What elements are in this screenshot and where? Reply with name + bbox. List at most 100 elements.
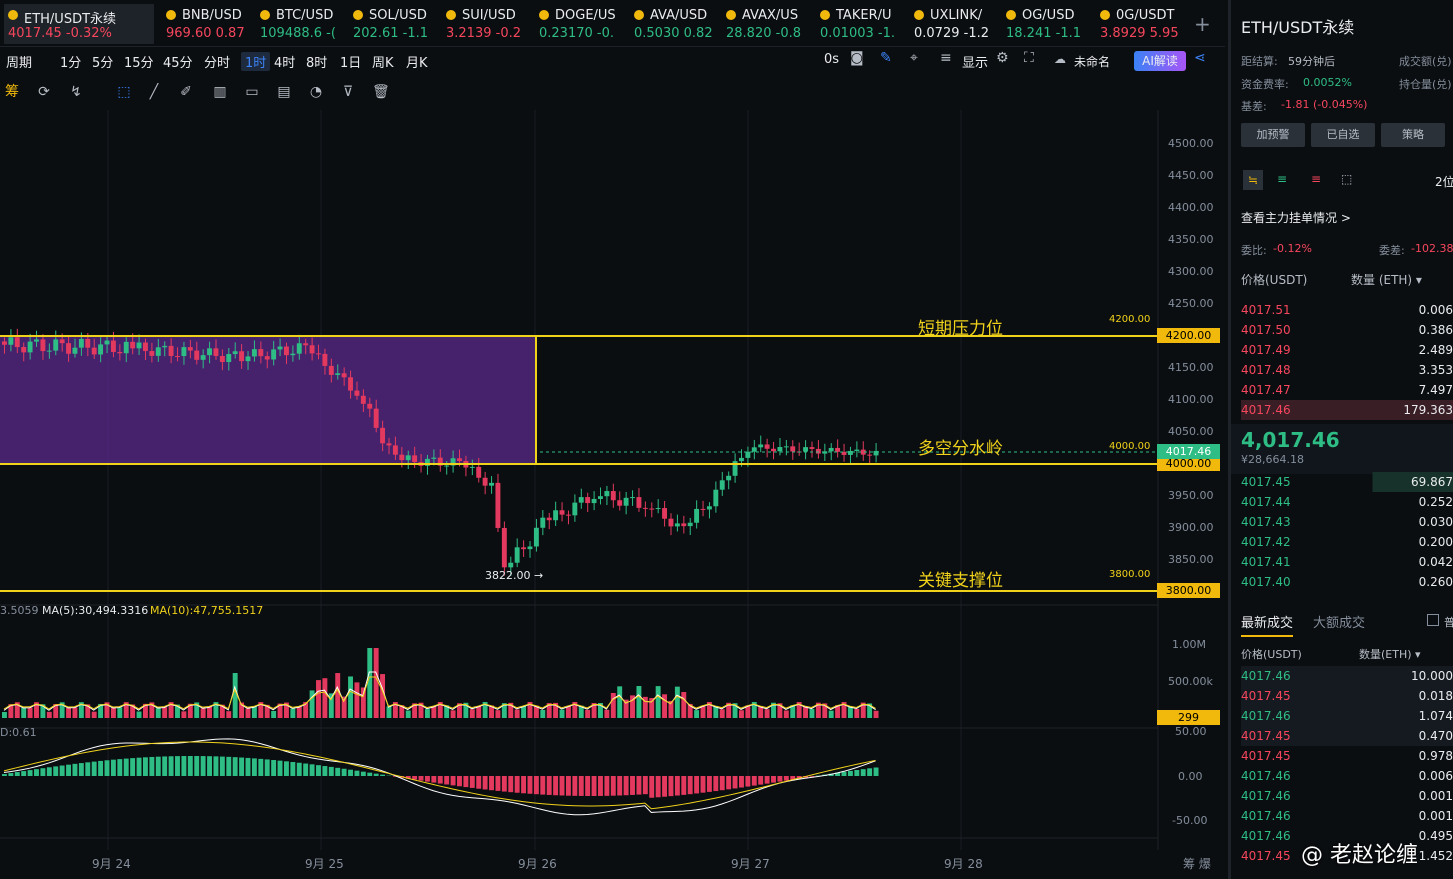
ask-row[interactable]: 4017.46 179.363	[1241, 400, 1453, 420]
filter-icon[interactable]: ⊽	[342, 84, 354, 100]
volume-bar	[565, 705, 571, 718]
bid-row[interactable]: 4017.41 0.042	[1241, 552, 1453, 572]
chart-canvas[interactable]	[0, 110, 1225, 879]
layout-name[interactable]: 未命名	[1074, 55, 1111, 69]
period-5[interactable]: 分时	[204, 56, 231, 71]
macd-axis-2: 0.00	[1178, 770, 1203, 783]
bid-row[interactable]: 4017.44 0.252	[1241, 492, 1453, 512]
period-7[interactable]: 4时	[274, 56, 296, 71]
period-11[interactable]: 月K	[406, 56, 428, 71]
ticker-2[interactable]: BTC/USD 109488.6 -(	[256, 4, 346, 44]
macd-bar	[283, 761, 289, 776]
period-9[interactable]: 1日	[340, 56, 362, 71]
trade-checkbox-label: 普	[1444, 616, 1453, 629]
candle-body	[758, 444, 764, 448]
candle-body	[860, 449, 866, 455]
period-2[interactable]: 5分	[92, 56, 114, 71]
magnet-icon[interactable]: ◔	[309, 84, 323, 100]
ticker-3[interactable]: SOL/USD 202.61 -1.1	[349, 4, 439, 44]
volume-bar	[521, 706, 527, 718]
volume-bar	[739, 710, 744, 718]
bid-row[interactable]: 4017.43 0.030	[1241, 512, 1453, 532]
ai-button[interactable]: AI解读	[1134, 51, 1186, 71]
cursor-icon[interactable]: ⌖	[910, 50, 918, 66]
ticker-4[interactable]: SUI/USD 3.2139 -0.2	[442, 4, 532, 44]
volume-bar	[213, 702, 219, 718]
col-qty[interactable]: 数量 (ETH) ▾	[1351, 273, 1422, 287]
share-icon[interactable]: ⋖	[1194, 50, 1206, 66]
ask-row[interactable]: 4017.50 0.386	[1241, 320, 1453, 340]
ask-row[interactable]: 4017.47 7.497	[1241, 380, 1453, 400]
depth-select[interactable]: 2位	[1435, 175, 1453, 189]
macd-bar	[771, 776, 776, 783]
lock-icon[interactable]: ▭	[245, 84, 259, 100]
period-1[interactable]: 1分	[60, 56, 82, 71]
macd-axis-3: -50.00	[1172, 814, 1208, 827]
macd-bar	[578, 776, 584, 796]
add-ticker-icon[interactable]: +	[1194, 12, 1211, 36]
trade-checkbox[interactable]	[1427, 614, 1439, 626]
strategy-button[interactable]: 策略	[1381, 123, 1445, 147]
macd-bar	[514, 776, 520, 793]
ticker-0[interactable]: ETH/USDT永续 4017.45 -0.32%	[4, 4, 154, 44]
edit-icon[interactable]: ▤	[277, 84, 291, 100]
ticker-1[interactable]: BNB/USD 969.60 0.87	[162, 4, 252, 44]
chip-icon[interactable]: 筹	[5, 84, 19, 100]
bid-row[interactable]: 4017.40 0.260	[1241, 572, 1453, 592]
book-expand-icon[interactable]: ⬚	[1341, 172, 1353, 186]
display-button[interactable]: 显示	[962, 56, 989, 71]
book-both-icon[interactable]: ≒	[1243, 170, 1263, 190]
period-0[interactable]: 周期	[6, 56, 33, 71]
fullscreen-icon[interactable]: ⛶	[1024, 50, 1034, 66]
main-orders-link[interactable]: 查看主力挂单情况 >	[1241, 211, 1351, 225]
trash-icon[interactable]: 🗑	[372, 84, 390, 100]
tab-large-trades[interactable]: 大额成交	[1313, 616, 1366, 631]
select-icon[interactable]: ⬚	[117, 84, 131, 100]
period-6[interactable]: 1时	[241, 52, 271, 71]
ticker-8[interactable]: TAKER/U 0.01003 -1.	[816, 4, 906, 44]
candle-body	[873, 450, 879, 456]
ticker-6[interactable]: AVA/USD 0.5030 0.82	[630, 4, 720, 44]
ask-row[interactable]: 4017.51 0.006	[1241, 300, 1453, 320]
coin-icon	[634, 10, 644, 20]
refresh-icon[interactable]: ⟳	[38, 84, 50, 100]
pencil-icon[interactable]: ✎	[880, 50, 892, 66]
trade-col-qty[interactable]: 数量(ETH) ▾	[1359, 648, 1421, 661]
ticker-5[interactable]: DOGE/US 0.23170 -0.	[535, 4, 625, 44]
ask-row[interactable]: 4017.48 3.353	[1241, 360, 1453, 380]
period-3[interactable]: 15分	[124, 56, 154, 71]
watchlist-button[interactable]: 已自选	[1311, 123, 1375, 147]
volume-bar	[78, 702, 84, 718]
indicator-icon[interactable]: ↯	[70, 84, 82, 100]
book-asks-icon[interactable]: ≡	[1311, 172, 1322, 186]
period-4[interactable]: 45分	[163, 56, 193, 71]
macd-bar	[623, 776, 629, 796]
line-icon[interactable]: ╱	[149, 84, 159, 100]
pattern-icon[interactable]: ▥	[213, 84, 227, 100]
bid-price: 4017.43	[1241, 515, 1291, 529]
ticker-name: ETH/USDT永续	[24, 12, 117, 27]
ticker-9[interactable]: UXLINK/0.0729 -1.2	[910, 4, 1000, 44]
tab-latest-trades[interactable]: 最新成交	[1241, 612, 1294, 637]
camera-icon[interactable]: ◙	[850, 50, 864, 66]
bid-row[interactable]: 4017.45 69.867	[1241, 472, 1453, 492]
candle-body	[662, 508, 668, 519]
period-10[interactable]: 周K	[372, 56, 394, 71]
list-icon[interactable]: ≡	[940, 50, 952, 66]
period-8[interactable]: 8时	[306, 56, 328, 71]
settings-icon[interactable]: ⚙	[996, 50, 1009, 66]
macd-bar	[194, 756, 200, 776]
bid-row[interactable]: 4017.42 0.200	[1241, 532, 1453, 552]
ask-price: 4017.47	[1241, 383, 1291, 397]
brush-icon[interactable]: ✐	[180, 84, 192, 100]
alert-button[interactable]: 加预警	[1241, 123, 1305, 147]
ticker-7[interactable]: AVAX/US 28.820 -0.8	[722, 4, 812, 44]
candle-body	[508, 562, 514, 568]
ask-row[interactable]: 4017.49 2.489	[1241, 340, 1453, 360]
candle-body	[527, 546, 533, 550]
candle-body	[59, 339, 65, 344]
ticker-11[interactable]: 0G/USDT 3.8929 5.95	[1096, 4, 1186, 44]
ticker-10[interactable]: OG/USD 18.241 -1.1	[1002, 4, 1092, 44]
book-bids-icon[interactable]: ≡	[1277, 172, 1288, 186]
macd-bar	[27, 770, 33, 776]
